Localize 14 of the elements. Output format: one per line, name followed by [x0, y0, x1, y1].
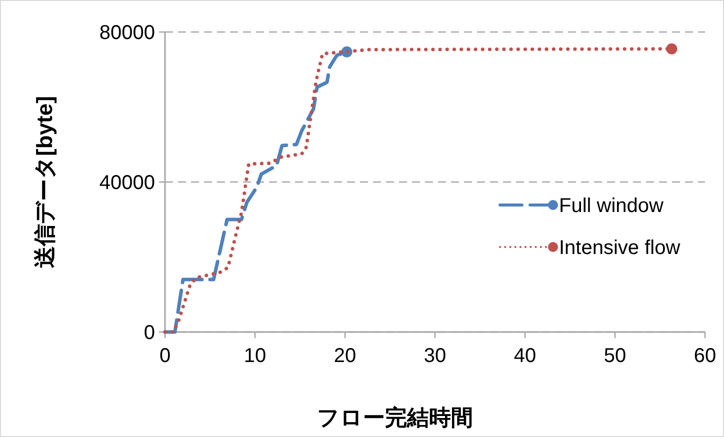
x-tick-label: 30 [424, 345, 446, 367]
x-tick-label: 10 [244, 345, 266, 367]
x-axis-title: フロー完結時間 [317, 405, 473, 430]
x-tick-label: 0 [159, 345, 171, 367]
y-axis-title: 送信データ[byte] [32, 96, 57, 268]
x-tick-label: 40 [514, 345, 536, 367]
x-tick-label: 20 [334, 345, 356, 367]
y-tick-label: 80000 [99, 22, 155, 44]
x-tick-label: 60 [694, 345, 716, 367]
y-tick-label: 40000 [99, 172, 155, 194]
x-tick-label: 50 [604, 345, 626, 367]
legend-label: Full window [559, 195, 664, 217]
y-tick-label: 0 [144, 322, 155, 344]
legend-label: Intensive flow [559, 237, 681, 259]
